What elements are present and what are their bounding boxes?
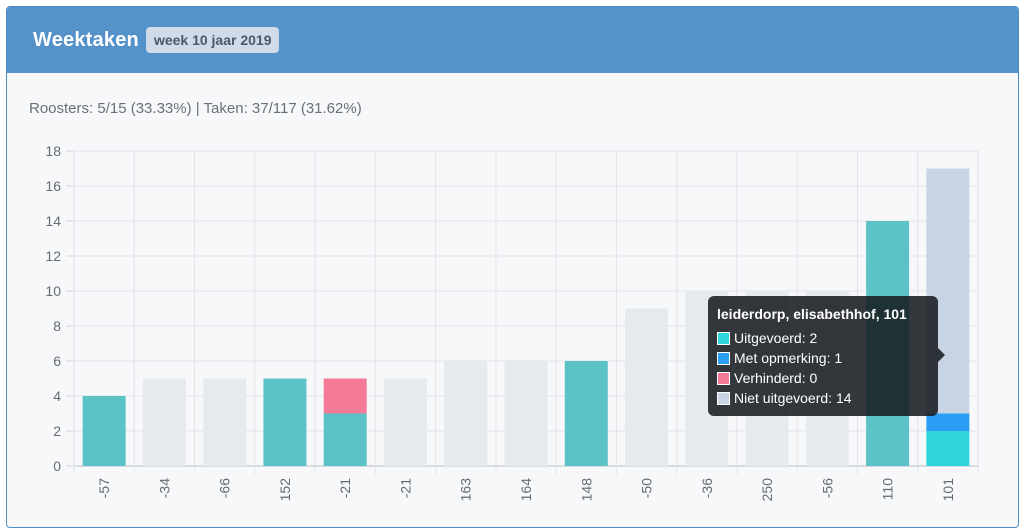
x-tick-label: -21 (337, 478, 353, 498)
tooltip-row-verhinderd: Verhinderd: 0 (717, 368, 929, 388)
y-tick-label: 16 (45, 178, 61, 194)
bar-chart: 0 2 4 6 8 10 12 14 16 18 -57 -34 -66 152 -21 -21 163 164 1… (45, 143, 979, 502)
bar-uitgevoerd (263, 378, 307, 466)
bar-niet-uitgevoerd (504, 361, 548, 466)
bar-niet-uitgevoerd (142, 378, 186, 466)
y-tick-label: 2 (53, 423, 61, 439)
bar-uitgevoerd (564, 361, 608, 466)
tooltip-row-uitgevoerd: Uitgevoerd: 2 (717, 328, 929, 348)
x-tick-label: -57 (96, 478, 112, 498)
tooltip-label: Met opmerking: 1 (734, 350, 843, 366)
y-tick-label: 10 (45, 283, 61, 299)
bar-met-opmerking (926, 413, 970, 431)
x-tick-label: 152 (277, 478, 293, 502)
bar-verhinderd (323, 378, 367, 414)
x-tick-label: -56 (819, 478, 835, 498)
x-tick-label: -50 (639, 478, 655, 498)
x-tick-label: 163 (458, 478, 474, 502)
tooltip-row-niet-uitgevoerd: Niet uitgevoerd: 14 (717, 388, 929, 408)
y-tick-label: 14 (45, 213, 61, 229)
week-badge: week 10 jaar 2019 (145, 27, 280, 53)
tooltip-title: leiderdorp, elisabethhof, 101 (717, 306, 907, 322)
y-tick-label: 18 (45, 143, 61, 159)
y-tick-label: 0 (53, 458, 61, 474)
x-tick-label: -34 (156, 478, 172, 498)
x-tick-label: 101 (940, 478, 956, 502)
x-tick-label: -21 (397, 478, 413, 498)
y-tick-label: 4 (53, 388, 61, 404)
panel-title: Weektaken (33, 28, 139, 51)
y-tick-label: 8 (53, 318, 61, 334)
x-tick-label: 110 (880, 478, 896, 501)
x-tick-label: -36 (699, 478, 715, 498)
bar-niet-uitgevoerd (203, 378, 247, 466)
tooltip-swatch (717, 371, 730, 385)
tooltip-swatch (717, 391, 730, 405)
tooltip-swatch (717, 331, 730, 345)
x-tick-label: -66 (217, 478, 233, 498)
chart-tooltip: leiderdorp, elisabethhof, 101 Uitgevoerd… (708, 296, 945, 416)
tooltip-swatch (717, 351, 730, 365)
panel-header: Weektaken week 10 jaar 2019 (7, 7, 1018, 73)
bar-uitgevoerd (82, 396, 126, 466)
bar-niet-uitgevoerd (444, 361, 488, 466)
bar-niet-uitgevoerd (383, 378, 427, 466)
tooltip-label: Verhinderd: 0 (734, 370, 818, 386)
tooltip-row-met-opmerking: Met opmerking: 1 (717, 348, 929, 368)
x-tick-label: 148 (578, 478, 594, 502)
bar-uitgevoerd (926, 431, 970, 466)
y-tick-label: 12 (45, 248, 61, 264)
y-tick-label: 6 (53, 353, 61, 369)
x-tick-label: 164 (518, 478, 534, 502)
stats-summary: Roosters: 5/15 (33.33%) | Taken: 37/117 … (29, 100, 362, 117)
tooltip-label: Niet uitgevoerd: 14 (734, 390, 852, 406)
tooltip-label: Uitgevoerd: 2 (734, 330, 818, 346)
bar-uitgevoerd (323, 413, 367, 466)
bar-niet-uitgevoerd (625, 308, 669, 466)
x-tick-label: 250 (759, 478, 775, 502)
